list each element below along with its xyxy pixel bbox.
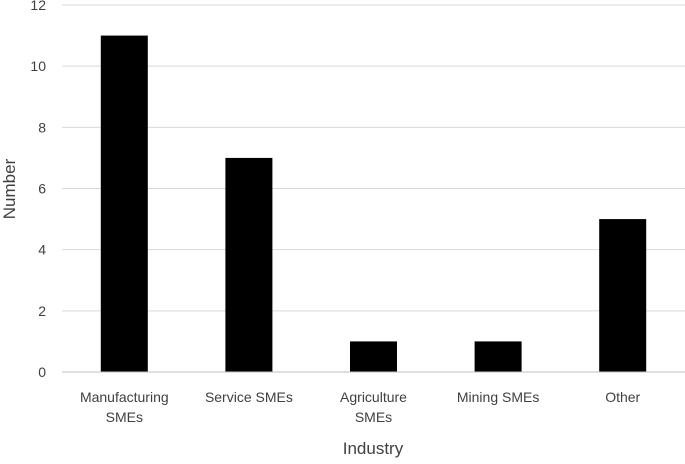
bar — [599, 219, 647, 372]
bar — [474, 341, 522, 372]
x-category-label: Mining SMEs — [457, 389, 539, 405]
y-tick-label: 12 — [30, 0, 46, 13]
x-category-label-line: SMEs — [106, 409, 143, 425]
bar — [225, 157, 273, 372]
x-category-label: Manufacturing SMEs — [80, 389, 169, 425]
x-category-label-line: Service SMEs — [205, 389, 293, 405]
x-category-label-line: Mining SMEs — [457, 389, 539, 405]
x-axis-title: Industry — [343, 439, 404, 458]
y-tick-label: 10 — [30, 58, 46, 74]
x-category-label-line: Agriculture — [340, 389, 407, 405]
x-category-labels: Manufacturing SMEs Service SMEs Agriculture… — [80, 389, 641, 425]
y-tick-labels: 0 2 4 6 8 10 12 — [30, 0, 46, 380]
bar — [350, 341, 397, 372]
x-category-label: Service SMEs — [205, 389, 293, 405]
bar — [100, 35, 148, 372]
y-tick-label: 8 — [38, 119, 46, 135]
x-category-label-line: Other — [605, 389, 640, 405]
y-tick-label: 6 — [38, 181, 46, 197]
gridlines — [62, 4, 685, 312]
x-category-label-line: SMEs — [355, 409, 392, 425]
bars — [100, 35, 647, 372]
y-tick-label: 4 — [38, 242, 46, 258]
y-axis-title: Number — [0, 158, 19, 219]
x-category-label: Agriculture SMEs — [340, 389, 407, 425]
y-tick-label: 0 — [38, 364, 46, 380]
x-category-label-line: Manufacturing — [80, 389, 169, 405]
x-category-label: Other — [605, 389, 640, 405]
y-tick-label: 2 — [38, 303, 46, 319]
